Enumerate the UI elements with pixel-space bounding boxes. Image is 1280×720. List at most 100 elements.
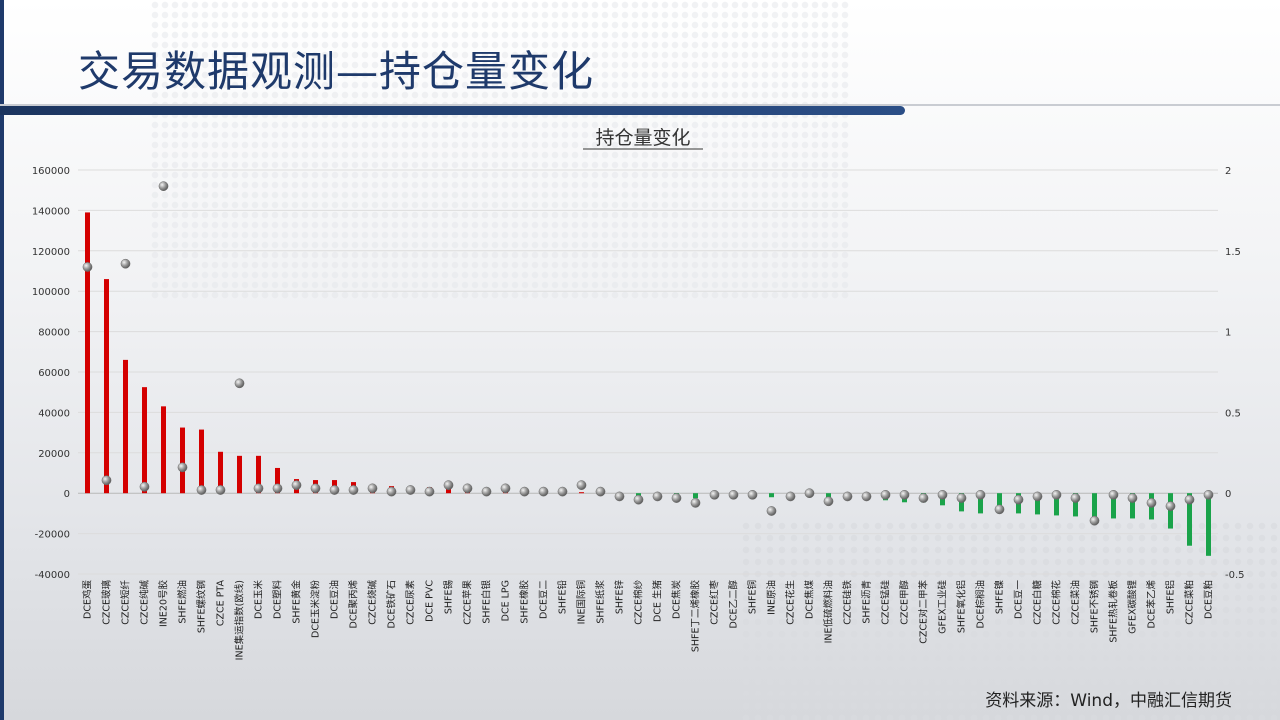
scatter-point — [253, 483, 264, 494]
category-label: CZCE菜油 — [1070, 580, 1082, 625]
bar — [1130, 493, 1135, 519]
chart-title: 持仓量变化 — [595, 127, 690, 149]
right-tick-label: 0 — [1225, 489, 1231, 500]
scatter-point — [652, 491, 663, 502]
scatter-point — [291, 480, 302, 490]
bar — [978, 493, 983, 514]
scatter-point — [899, 489, 910, 500]
category-label: SHFE热轧卷板 — [1108, 580, 1120, 643]
category-label: DCE LPG — [501, 580, 512, 621]
category-label: DCE乙二醇 — [728, 580, 740, 629]
category-label: DCE豆油 — [329, 580, 341, 619]
scatter-point — [348, 485, 359, 495]
scatter-point — [120, 258, 131, 269]
category-label: DCE PVC — [425, 580, 436, 622]
category-label: INE低硫燃料油 — [823, 580, 835, 643]
bar — [997, 493, 1002, 514]
scatter-point — [785, 491, 796, 502]
category-label: DCE豆粕 — [1203, 580, 1215, 619]
category-label: SHFE铅 — [557, 580, 569, 615]
scatter-point — [576, 480, 587, 490]
scatter-point — [139, 481, 150, 492]
category-label: INE集运指数(欧线) — [234, 580, 246, 660]
scatter-point — [804, 488, 815, 499]
scatter-point — [101, 475, 112, 486]
category-label: DCE 生猪 — [652, 580, 664, 622]
scatter-point — [1108, 489, 1119, 500]
bar — [104, 279, 109, 494]
slide-title: 交易数据观测—持仓量变化 — [78, 47, 595, 96]
scatter-point — [1070, 493, 1081, 503]
scatter-point — [215, 485, 226, 495]
scatter-point — [880, 489, 891, 500]
left-tick-label: -20000 — [35, 530, 70, 541]
category-label: SHFE镍 — [994, 580, 1006, 615]
category-label: SHFE锡 — [443, 580, 455, 614]
category-label: CZCE短纤 — [120, 580, 132, 625]
scatter-point — [1184, 494, 1195, 505]
category-label: DCE铁矿石 — [386, 580, 398, 628]
category-label: SHFE锌 — [614, 580, 626, 615]
scatter-point — [975, 489, 986, 500]
right-tick-label: -0.5 — [1225, 570, 1245, 581]
category-label: SHFE白银 — [481, 580, 493, 624]
bar — [123, 359, 128, 494]
bar — [199, 429, 204, 494]
scatter-point — [1032, 491, 1043, 502]
bar — [1187, 493, 1192, 546]
scatter-point — [386, 486, 397, 497]
title-band — [0, 106, 905, 115]
category-label: DCE塑料 — [272, 580, 284, 619]
bar — [218, 451, 223, 494]
category-label: DCE豆一 — [1014, 580, 1025, 619]
scatter-point — [443, 480, 454, 490]
category-label: SHFE沥青 — [861, 580, 873, 624]
scatter-point — [728, 489, 739, 500]
right-axis-ticks: -0.5 0 0.5 1 1.5 2 — [1225, 166, 1245, 581]
bar-series — [85, 212, 1211, 556]
right-tick-label: 1.5 — [1225, 247, 1241, 258]
scatter-point — [690, 498, 701, 508]
category-label: DCE豆二 — [539, 580, 550, 619]
background-map-pattern — [150, 0, 850, 300]
scatter-point — [823, 496, 834, 507]
scatter-point — [1013, 494, 1024, 505]
scatter-point — [1203, 489, 1214, 500]
category-label: DCE聚丙烯 — [348, 580, 360, 629]
scatter-point — [671, 493, 682, 503]
scatter-point — [918, 493, 929, 503]
bar — [1111, 493, 1116, 519]
category-label: SHFE铝 — [1165, 580, 1177, 614]
category-label: SHFE纸浆 — [595, 580, 607, 624]
category-label: INE20号胶 — [158, 580, 170, 627]
bar — [693, 493, 698, 499]
category-label: SHFE黄金 — [291, 580, 303, 624]
scatter-point — [557, 486, 568, 497]
scatter-series — [82, 181, 1214, 526]
bar — [1073, 493, 1078, 517]
scatter-point — [747, 489, 758, 500]
scatter-point — [1051, 489, 1062, 500]
left-tick-label: 80000 — [38, 328, 70, 339]
left-tick-label: 100000 — [32, 287, 70, 298]
category-label: DCE鸡蛋 — [82, 580, 94, 619]
scatter-point — [1089, 515, 1100, 526]
scatter-point — [937, 489, 948, 500]
right-tick-label: 1 — [1225, 328, 1231, 339]
left-tick-label: 20000 — [38, 449, 70, 460]
scatter-point — [82, 262, 93, 272]
right-tick-label: 0.5 — [1225, 408, 1241, 419]
category-label: SHFE丁二烯橡胶 — [690, 580, 702, 653]
category-label: SHFE铜 — [747, 580, 759, 614]
background-dot-pattern — [740, 520, 1280, 720]
category-label: INE原油 — [766, 580, 778, 615]
scatter-point — [842, 491, 853, 502]
bar — [1206, 493, 1211, 556]
category-label: CZCE菜粕 — [1184, 580, 1196, 625]
scatter-point — [367, 483, 378, 494]
scatter-point — [234, 378, 245, 389]
bar — [1054, 493, 1059, 516]
bar — [826, 493, 831, 499]
scatter-point — [994, 504, 1005, 515]
